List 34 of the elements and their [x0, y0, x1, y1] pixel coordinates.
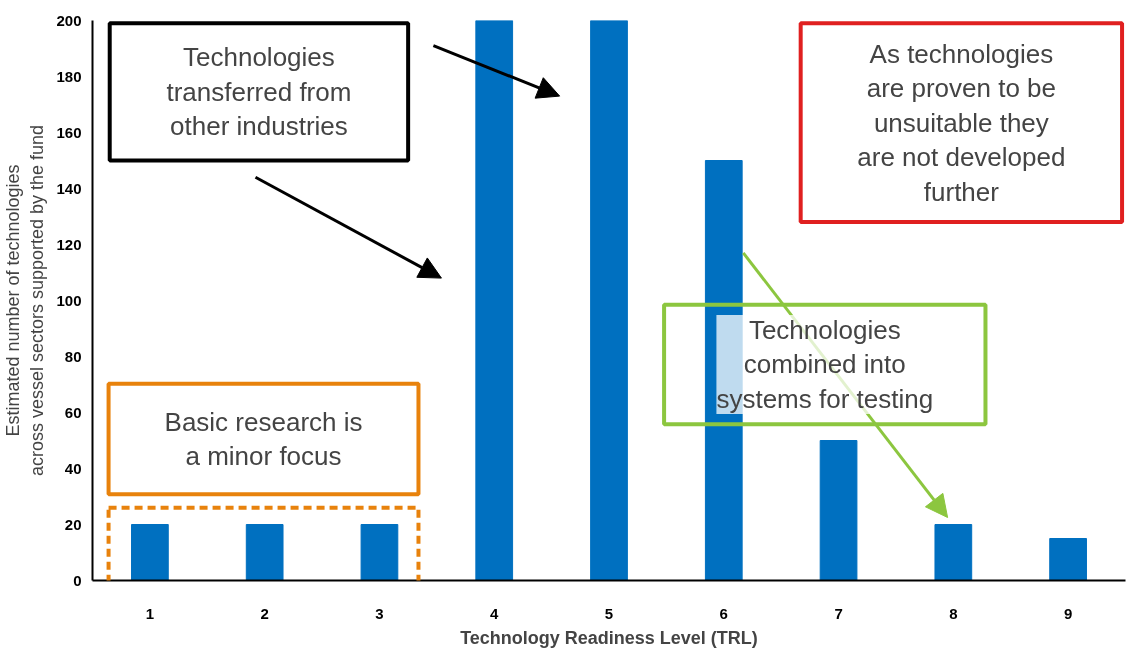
bar	[590, 20, 628, 581]
bar	[245, 524, 284, 581]
y-tick-label: 160	[56, 123, 82, 141]
annotation: As technologies are proven to be unsuitable they are not developed further	[857, 38, 1066, 207]
y-tick-label: 120	[56, 235, 82, 253]
x-axis-title: Technology Readiness Level (TRL)	[460, 627, 758, 648]
y-tick-label: 20	[64, 515, 82, 533]
x-tick-label: 2	[260, 604, 269, 622]
x-tick-label: 7	[834, 604, 843, 622]
y-tick-label: 80	[64, 347, 82, 365]
x-tick-label: 1	[145, 604, 155, 622]
annotation: Basic research is a minor focus	[164, 406, 363, 472]
x-tick-label: 3	[375, 604, 384, 622]
y-axis-title: Estimated number of technologies across vessel sectors supported by the fund	[3, 124, 48, 477]
bar	[819, 440, 858, 581]
y-tick-label: 0	[73, 571, 82, 589]
x-tick-label: 9	[1063, 604, 1073, 622]
bar	[131, 524, 169, 581]
annotation: Technologies combined into systems for testing	[716, 314, 934, 414]
bar	[1049, 538, 1087, 581]
y-tick-label: 140	[56, 179, 82, 197]
annotation: Technologies transferred from other industries	[166, 42, 352, 142]
x-tick-label: 6	[719, 604, 728, 622]
x-tick-label: 5	[604, 604, 614, 622]
bar	[360, 524, 399, 581]
x-tick-label: 8	[949, 604, 958, 622]
bar	[475, 20, 514, 581]
bar	[934, 524, 973, 581]
y-tick-label: 180	[56, 67, 82, 85]
x-tick-label: 4	[490, 604, 500, 622]
y-tick-label: 40	[64, 459, 82, 477]
y-tick-label: 100	[56, 291, 82, 309]
y-tick-label: 200	[56, 11, 82, 29]
y-tick-label: 60	[64, 403, 82, 421]
